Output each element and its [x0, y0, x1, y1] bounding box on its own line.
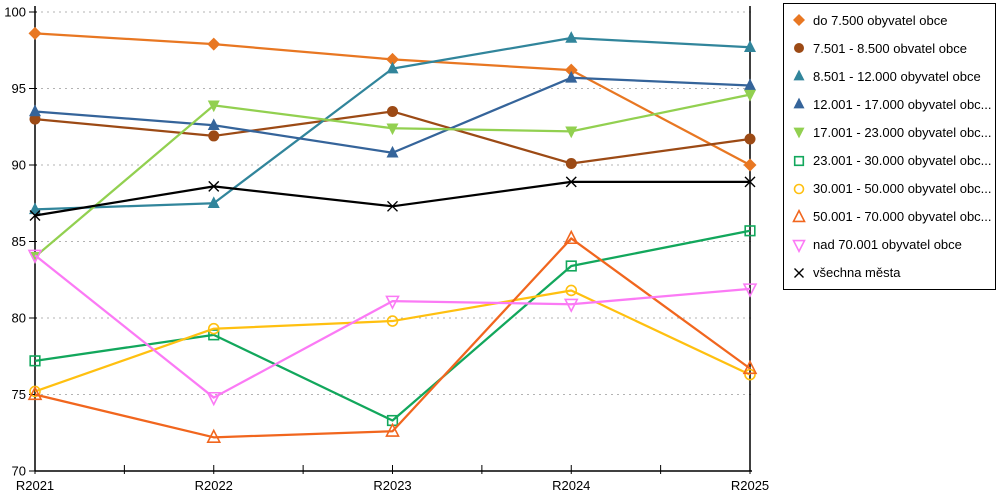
- legend-label: 12.001 - 17.000 obyvatel obc...: [813, 96, 992, 112]
- legend-label: 50.001 - 70.000 obyvatel obc...: [813, 209, 992, 225]
- legend-label: 17.001 - 23.000 obyvatel obc...: [813, 124, 992, 140]
- triangle-up-icon: [791, 68, 807, 84]
- triangle-down-open-icon: [791, 237, 807, 253]
- diamond-icon: [791, 12, 807, 28]
- legend-item-50001-70000: 50.001 - 70.000 obyvatel obc...: [791, 208, 995, 225]
- series-line: [34, 229, 751, 422]
- x-icon: [791, 265, 807, 281]
- triangle-up-icon: [791, 96, 807, 112]
- x-axis-ticks-labels: R2021 R2022 R2023 R2024 R2025: [16, 465, 769, 493]
- legend-item-7501-8500: 7.501 - 8.500 obvatel obce: [791, 40, 995, 56]
- series-3: [29, 70, 756, 158]
- legend-label: 30.001 - 50.000 obyvatel obc...: [813, 181, 992, 197]
- legend-label: 7.501 - 8.500 obvatel obce: [813, 40, 967, 56]
- series-line: [34, 180, 750, 217]
- series-0: [28, 26, 757, 172]
- x-tick-label: R2023: [373, 478, 411, 493]
- chart-legend: do 7.500 obyvatel obce 7.501 - 8.500 obv…: [783, 3, 996, 290]
- legend-item-8501-12000: 8.501 - 12.000 obyvatel obce: [791, 68, 995, 84]
- y-tick-label: 95: [12, 81, 26, 96]
- y-tick-label: 75: [12, 387, 26, 402]
- series-line: [34, 254, 751, 399]
- y-tick-label: 100: [4, 5, 26, 20]
- legend-label: 23.001 - 30.000 obyvatel obc...: [813, 153, 992, 169]
- legend-item-do-7500: do 7.500 obyvatel obce: [791, 12, 995, 28]
- legend-label: nad 70.001 obyvatel obce: [813, 237, 962, 253]
- square-open-icon: [791, 153, 807, 169]
- triangle-down-icon: [791, 124, 807, 140]
- legend-item-vsechna-mesta: všechna města: [791, 265, 995, 281]
- series-9: [29, 176, 756, 221]
- x-tick-label: R2021: [16, 478, 54, 493]
- y-tick-label: 85: [12, 234, 26, 249]
- y-tick-label: 90: [12, 158, 26, 173]
- axes: [34, 6, 752, 472]
- legend-item-nad-70001: nad 70.001 obyvatel obce: [791, 237, 995, 253]
- y-tick-label: 80: [12, 311, 26, 326]
- series-8: [27, 249, 758, 407]
- legend-item-30001-50000: 30.001 - 50.000 obyvatel obc...: [791, 181, 995, 197]
- legend-item-17001-23000: 17.001 - 23.000 obyvatel obc...: [791, 124, 995, 140]
- series-2: [29, 31, 756, 215]
- legend-item-23001-30000: 23.001 - 30.000 obyvatel obc...: [791, 153, 995, 169]
- x-tick-label: R2022: [195, 478, 233, 493]
- series-7: [27, 229, 758, 443]
- series-line: [34, 237, 751, 439]
- x-tick-label: R2024: [552, 478, 590, 493]
- y-tick-label: 70: [12, 464, 26, 479]
- legend-item-12001-17000: 12.001 - 17.000 obyvatel obc...: [791, 96, 995, 112]
- circle-open-icon: [791, 181, 807, 197]
- x-tick-label: R2025: [731, 478, 769, 493]
- circle-icon: [791, 40, 807, 56]
- series-5: [29, 225, 756, 427]
- legend-label: 8.501 - 12.000 obyvatel obce: [813, 68, 981, 84]
- triangle-up-open-icon: [791, 208, 807, 225]
- legend-label: všechna města: [813, 265, 901, 281]
- legend-label: do 7.500 obyvatel obce: [813, 12, 948, 28]
- y-axis-ticks-labels: 70 75 80 85 90 95 100: [4, 5, 37, 479]
- series-1: [29, 105, 756, 169]
